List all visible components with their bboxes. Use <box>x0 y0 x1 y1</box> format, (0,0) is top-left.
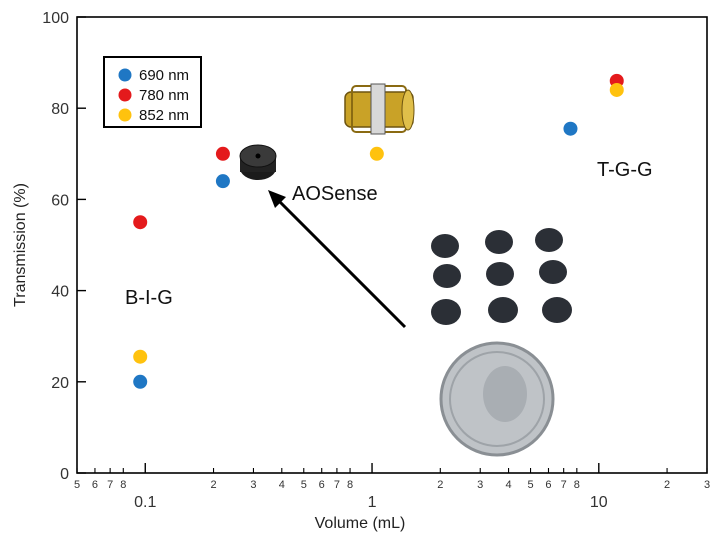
y-axis: 0 20 40 60 80 100 <box>42 10 86 483</box>
x-major-tick-label: 10 <box>590 494 608 511</box>
annotation-tgg: T-G-G <box>597 159 653 181</box>
legend-label-780: 780 nm <box>139 87 189 104</box>
y-axis-title: Transmission (%) <box>12 183 29 307</box>
black-disk-photo <box>239 144 277 180</box>
data-point-780-nm <box>133 215 148 230</box>
y-tick-label: 60 <box>51 192 69 209</box>
x-minor-tick-label: 5 <box>74 479 80 491</box>
legend-swatch-780 <box>118 88 132 102</box>
annotation-aosense: AOSense <box>292 183 378 205</box>
x-minor-tick-label: 8 <box>574 479 580 491</box>
x-minor-tick-label: 2 <box>210 479 216 491</box>
x-minor-tick-label: 3 <box>250 479 256 491</box>
x-minor-tick-label: 5 <box>527 479 533 491</box>
x-axis-title: Volume (mL) <box>315 515 406 532</box>
x-minor-tick-label: 8 <box>347 479 353 491</box>
legend-label-690: 690 nm <box>139 67 189 84</box>
data-point-852-nm <box>609 82 624 97</box>
x-minor-tick-label: 7 <box>107 479 113 491</box>
legend-swatch-852 <box>118 108 132 122</box>
x-minor-tick-label: 6 <box>92 479 98 491</box>
x-minor-tick-label: 5 <box>301 479 307 491</box>
annotation-arrow <box>271 193 407 329</box>
x-minor-tick-label: 6 <box>319 479 325 491</box>
nine-disks-photo <box>431 228 572 325</box>
legend-swatch-690 <box>118 68 132 82</box>
x-minor-tick-label: 4 <box>279 479 285 491</box>
x-minor-tick-label: 7 <box>334 479 340 491</box>
y-tick-label: 20 <box>51 375 69 392</box>
data-point-690-nm <box>215 174 230 189</box>
data-points <box>133 73 624 389</box>
x-minor-tick-label: 3 <box>704 479 710 491</box>
y-tick-label: 80 <box>51 101 69 118</box>
plot-frame <box>76 16 708 474</box>
gold-cylinder-photo <box>344 83 415 135</box>
y-tick-label: 100 <box>42 10 69 27</box>
x-minor-tick-label: 2 <box>437 479 443 491</box>
x-minor-tick-label: 2 <box>664 479 670 491</box>
x-major-tick-label: 0.1 <box>134 494 156 511</box>
photo-illustrations <box>239 83 572 457</box>
x-minor-tick-label: 8 <box>120 479 126 491</box>
data-point-690-nm <box>133 374 148 389</box>
x-axis: 0.1 1 105 6 7 8 2 3 4 5 6 7 8 2 3 4 5 6 7 8 2 3 <box>74 463 710 511</box>
quarter-coin-photo <box>439 341 555 457</box>
data-point-690-nm <box>563 121 578 136</box>
data-point-780-nm <box>215 146 230 161</box>
x-minor-tick-label: 6 <box>545 479 551 491</box>
x-minor-tick-label: 3 <box>477 479 483 491</box>
data-point-852-nm <box>133 349 148 364</box>
annotation-arrowhead <box>268 190 286 208</box>
legend-label-852: 852 nm <box>139 107 189 124</box>
x-minor-tick-label: 7 <box>561 479 567 491</box>
y-tick-label: 40 <box>51 284 69 301</box>
y-tick-label: 0 <box>60 466 69 483</box>
annotation-big: B-I-G <box>125 287 173 309</box>
x-minor-tick-label: 4 <box>506 479 512 491</box>
data-point-852-nm <box>369 146 384 161</box>
x-major-tick-label: 1 <box>368 494 377 511</box>
legend: 690 nm 780 nm 852 nm <box>103 56 202 128</box>
